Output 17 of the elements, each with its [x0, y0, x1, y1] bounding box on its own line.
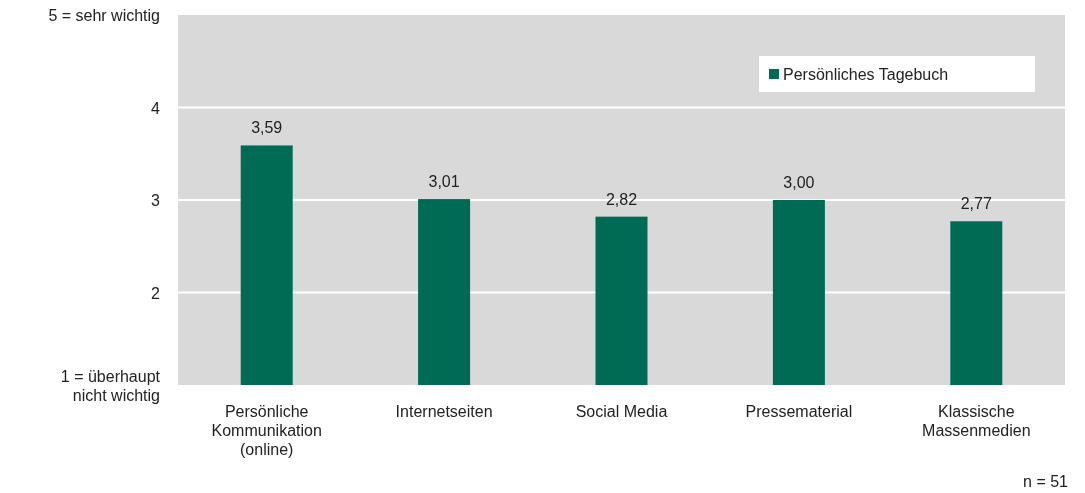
- text: n = 51: [1023, 473, 1069, 490]
- data-label: 3,00: [783, 174, 815, 191]
- y-tick-label: 1 = überhaupt nicht wichtig: [60, 367, 161, 404]
- y-tick-label: 3: [151, 192, 161, 209]
- x-tick-label: Pressematerial: [745, 403, 853, 420]
- data-label: 3,59: [251, 119, 283, 137]
- data-label: 2,77: [960, 195, 992, 213]
- x-tick-label: Persönliche Kommunikation (online): [211, 403, 322, 458]
- y-tick-label: 5 = sehr wichtig: [48, 7, 160, 24]
- data-label: 3,01: [428, 173, 460, 191]
- data-label: 2,82: [605, 190, 638, 208]
- x-tick-label: Social Media: [575, 403, 668, 420]
- legend-label: Persönliches Tagebuch: [783, 66, 949, 83]
- y-tick-label: 2: [151, 284, 161, 302]
- x-tick-label: Klassische Massenmedien: [922, 403, 1031, 439]
- y-tick-label: 4: [151, 99, 161, 117]
- x-tick-label: Internetseiten: [395, 403, 493, 420]
